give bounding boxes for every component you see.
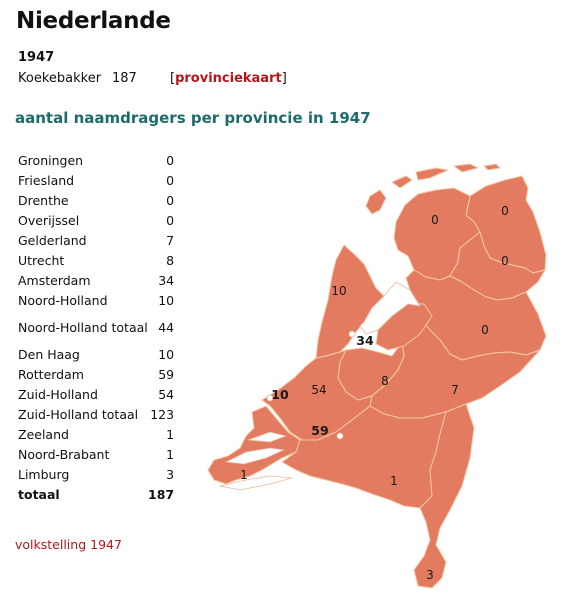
table-row: Amsterdam 34	[18, 271, 174, 291]
label-rotterdam: 59	[311, 423, 328, 438]
province-name: Noord-Holland	[18, 293, 108, 308]
label-friesland: 0	[431, 213, 439, 227]
province-name: Amsterdam	[18, 273, 91, 288]
label-amsterdam: 34	[356, 333, 374, 348]
province-value: 10	[158, 347, 175, 362]
province-name: Den Haag	[18, 347, 80, 362]
label-overijssel: 0	[481, 323, 489, 337]
section-subtitle: aantal naamdragers per provincie in 1947	[15, 109, 371, 127]
province-name: Drenthe	[18, 193, 69, 208]
table-row: Zeeland 1	[18, 425, 174, 445]
province-table: Groningen 0 Friesland 0 Drenthe 0 Overijsse…	[18, 151, 174, 505]
table-row: Den Haag 10	[18, 345, 174, 365]
table-row: Drenthe 0	[18, 191, 174, 211]
estuary-westerschelde	[219, 475, 293, 491]
label-gelderland: 7	[451, 383, 459, 397]
table-row: Groningen 0	[18, 151, 174, 171]
province-name: Zeeland	[18, 427, 69, 442]
province-value: 1	[166, 427, 175, 442]
province-name: Utrecht	[18, 253, 65, 268]
total-label: totaal	[18, 487, 60, 502]
province-value: 3	[166, 467, 175, 482]
table-row: Zuid-Holland 54	[18, 385, 174, 405]
label-noord-brabant: 1	[390, 474, 398, 488]
surname-row: Koekebakker 187 [provinciekaart]	[18, 71, 287, 86]
amsterdam-marker	[348, 330, 356, 338]
province-name: Noord-Brabant	[18, 447, 110, 462]
link-bracket-open: [	[170, 71, 176, 86]
label-groningen: 0	[501, 204, 509, 218]
label-limburg: 3	[426, 568, 434, 582]
province-map-link-wrapper: [provinciekaart]	[170, 71, 287, 86]
link-bracket-close: ]	[281, 71, 287, 86]
label-utrecht: 8	[381, 374, 389, 388]
province-name: Friesland	[18, 173, 75, 188]
surname-count: 187	[112, 71, 137, 86]
table-row: Friesland 0	[18, 171, 174, 191]
den-haag-marker	[266, 394, 274, 402]
province-value: 7	[166, 233, 175, 248]
island-texel	[365, 189, 387, 215]
estuary-oosterschelde	[224, 447, 286, 465]
table-row: Utrecht 8	[18, 251, 174, 271]
province-value: 123	[150, 407, 175, 422]
province-value: 59	[158, 367, 175, 382]
island-schiermonnikoog	[483, 163, 501, 171]
province-value: 0	[166, 173, 175, 188]
surname: Koekebakker	[18, 71, 102, 86]
province-name: Rotterdam	[18, 367, 84, 382]
table-row: Noord-Brabant 1	[18, 445, 174, 465]
label-zeeland: 1	[240, 468, 248, 482]
province-value: 0	[166, 213, 175, 228]
total-value: 187	[148, 487, 175, 502]
table-row: Noord-Holland totaal 44	[18, 311, 174, 345]
year-heading: 1947	[18, 50, 55, 65]
province-map-link[interactable]: provinciekaart	[175, 71, 282, 86]
province-name: Gelderland	[18, 233, 87, 248]
table-row: Overijssel 0	[18, 211, 174, 231]
rotterdam-marker	[336, 432, 344, 440]
province-value: 34	[158, 273, 175, 288]
label-drenthe: 0	[501, 254, 509, 268]
label-noord-holland: 10	[331, 284, 346, 298]
province-name: Groningen	[18, 153, 84, 168]
estuary-grevelingen	[247, 431, 288, 443]
province-name: Noord-Holland totaal	[18, 320, 148, 335]
total-row: totaal 187	[18, 485, 174, 505]
province-name: Limburg	[18, 467, 70, 482]
province-name: Zuid-Holland	[18, 387, 98, 402]
label-den-haag: 10	[271, 387, 289, 402]
province-limburg[interactable]	[413, 403, 475, 589]
lake-ijsselmeer	[359, 281, 421, 335]
province-zeeland[interactable]	[207, 405, 301, 485]
province-value: 8	[166, 253, 175, 268]
label-zuid-holland: 54	[311, 383, 326, 397]
province-noord-holland[interactable]	[315, 244, 385, 359]
table-row: Rotterdam 59	[18, 365, 174, 385]
province-value: 54	[158, 387, 175, 402]
province-value: 10	[158, 293, 175, 308]
province-value: 1	[166, 447, 175, 462]
table-row: Noord-Holland 10	[18, 291, 174, 311]
island-vlieland	[391, 175, 413, 189]
island-terschelling	[415, 167, 449, 181]
province-name: Overijssel	[18, 213, 80, 228]
province-value: 0	[166, 153, 175, 168]
province-value: 0	[166, 193, 175, 208]
province-name: Zuid-Holland totaal	[18, 407, 139, 422]
island-ameland	[453, 163, 479, 173]
table-row: Limburg 3	[18, 465, 174, 485]
table-row: Zuid-Holland totaal 123	[18, 405, 174, 425]
table-row: Gelderland 7	[18, 231, 174, 251]
page-title: Niederlande	[16, 8, 171, 34]
province-value: 44	[158, 320, 175, 335]
source-note: volkstelling 1947	[15, 537, 122, 552]
